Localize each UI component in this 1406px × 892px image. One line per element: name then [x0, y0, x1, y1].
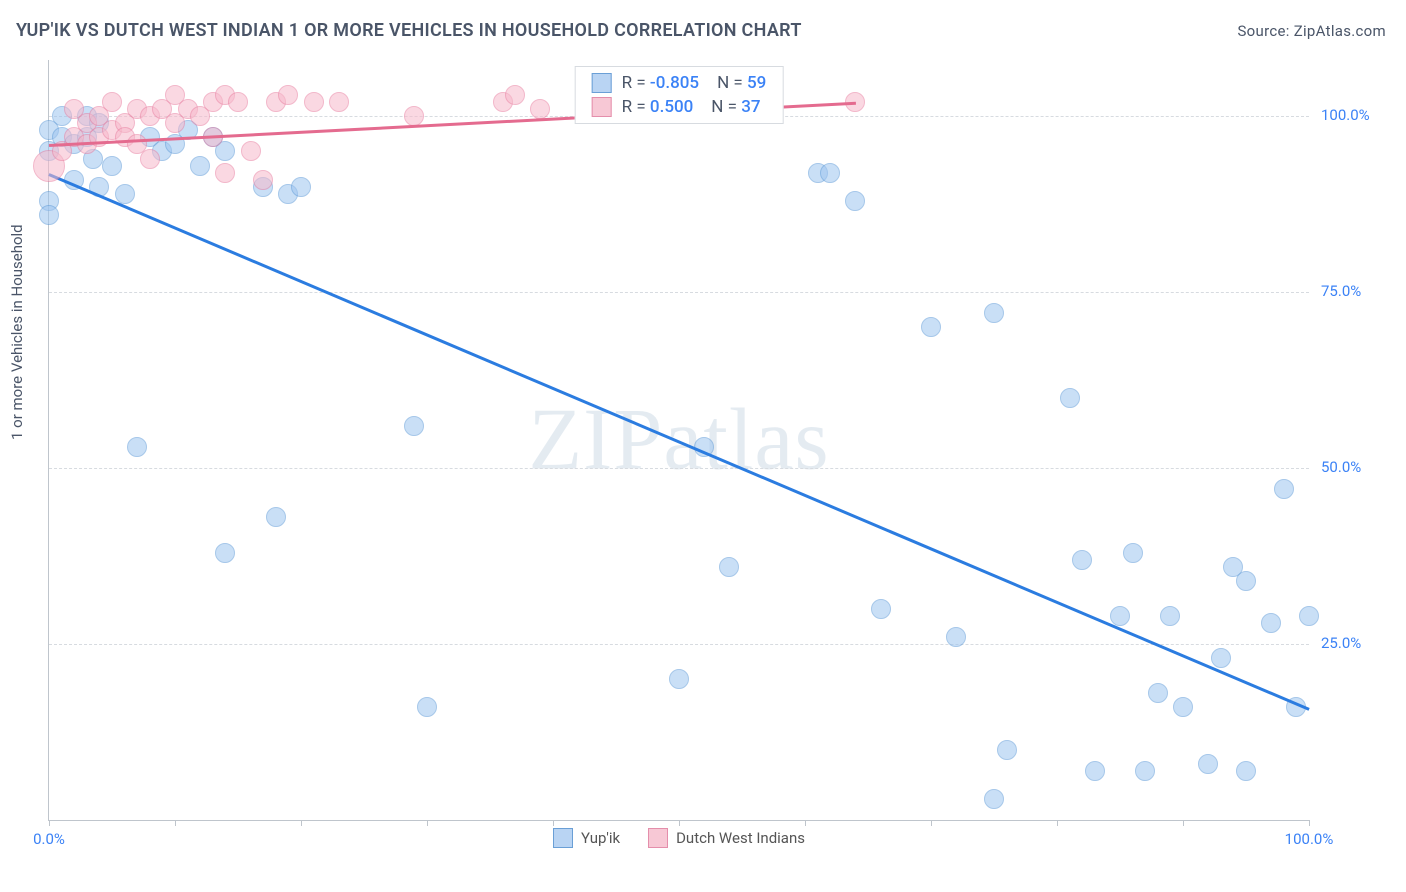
scatter-point	[1123, 543, 1143, 563]
legend-series-name: Dutch West Indians	[676, 829, 805, 847]
chart-source: Source: ZipAtlas.com	[1237, 22, 1386, 40]
scatter-point	[39, 205, 59, 225]
scatter-point	[278, 85, 298, 105]
x-tick-label: 100.0%	[1285, 830, 1334, 848]
scatter-point	[304, 92, 324, 112]
grid-line	[49, 644, 1309, 645]
scatter-point	[719, 557, 739, 577]
scatter-point	[102, 92, 122, 112]
legend-series-item: Yup'ik	[553, 828, 620, 848]
x-tick	[1309, 820, 1310, 826]
legend-series: Yup'ik Dutch West Indians	[553, 828, 805, 848]
scatter-point	[1060, 388, 1080, 408]
x-tick	[427, 820, 428, 826]
scatter-point	[1198, 754, 1218, 774]
scatter-point	[1160, 606, 1180, 626]
y-tick-label: 100.0%	[1321, 106, 1370, 124]
scatter-point	[140, 149, 160, 169]
scatter-point	[1261, 613, 1281, 633]
chart-container: YUP'IK VS DUTCH WEST INDIAN 1 OR MORE VE…	[0, 0, 1406, 892]
scatter-point	[1085, 761, 1105, 781]
legend-row: R = 0.500N = 37	[592, 97, 767, 117]
title-row: YUP'IK VS DUTCH WEST INDIAN 1 OR MORE VE…	[16, 20, 1386, 41]
legend-swatch	[648, 828, 668, 848]
scatter-point	[1299, 606, 1319, 626]
scatter-point	[871, 599, 891, 619]
chart-title: YUP'IK VS DUTCH WEST INDIAN 1 OR MORE VE…	[16, 20, 802, 41]
scatter-point	[1148, 683, 1168, 703]
scatter-point	[820, 163, 840, 183]
scatter-point	[228, 92, 248, 112]
grid-line	[49, 468, 1309, 469]
scatter-point	[1110, 606, 1130, 626]
x-tick	[49, 820, 50, 826]
legend-series-name: Yup'ik	[581, 829, 620, 847]
scatter-point	[1135, 761, 1155, 781]
x-tick-label: 0.0%	[33, 830, 65, 848]
legend-swatch	[592, 73, 612, 93]
x-tick	[679, 820, 680, 826]
scatter-point	[102, 156, 122, 176]
scatter-point	[1173, 697, 1193, 717]
scatter-point	[417, 697, 437, 717]
x-tick	[553, 820, 554, 826]
trend-line	[49, 173, 1310, 710]
scatter-point	[1211, 648, 1231, 668]
scatter-point	[984, 303, 1004, 323]
scatter-point	[291, 177, 311, 197]
scatter-point	[997, 740, 1017, 760]
x-tick	[1057, 820, 1058, 826]
legend-text: R = -0.805N = 59	[622, 73, 767, 93]
scatter-point	[266, 507, 286, 527]
scatter-point	[1236, 571, 1256, 591]
x-tick	[301, 820, 302, 826]
x-tick	[1183, 820, 1184, 826]
legend-text: R = 0.500N = 37	[622, 97, 761, 117]
scatter-point	[530, 99, 550, 119]
scatter-point	[921, 317, 941, 337]
scatter-point	[984, 789, 1004, 809]
x-tick	[175, 820, 176, 826]
scatter-point	[845, 191, 865, 211]
scatter-point	[404, 416, 424, 436]
plot-area: ZIPatlas 25.0%50.0%75.0%100.0%0.0%100.0%…	[48, 60, 1309, 821]
scatter-point	[215, 543, 235, 563]
scatter-point	[115, 184, 135, 204]
scatter-point	[404, 106, 424, 126]
scatter-point	[1236, 761, 1256, 781]
scatter-point	[1072, 550, 1092, 570]
scatter-point	[253, 170, 273, 190]
scatter-point	[946, 627, 966, 647]
scatter-point	[215, 163, 235, 183]
legend-swatch	[592, 97, 612, 117]
scatter-point	[505, 85, 525, 105]
scatter-point	[1274, 479, 1294, 499]
legend-swatch	[553, 828, 573, 848]
scatter-point	[190, 156, 210, 176]
scatter-point	[329, 92, 349, 112]
y-tick-label: 50.0%	[1321, 458, 1361, 476]
scatter-point	[669, 669, 689, 689]
legend-correlation: R = -0.805N = 59 R = 0.500N = 37	[575, 66, 784, 124]
scatter-point	[127, 437, 147, 457]
x-tick	[805, 820, 806, 826]
legend-row: R = -0.805N = 59	[592, 73, 767, 93]
grid-line	[49, 292, 1309, 293]
x-tick	[931, 820, 932, 826]
legend-series-item: Dutch West Indians	[648, 828, 805, 848]
y-tick-label: 75.0%	[1321, 282, 1361, 300]
y-axis-label: 1 or more Vehicles in Household	[8, 224, 26, 440]
scatter-point	[241, 141, 261, 161]
y-tick-label: 25.0%	[1321, 634, 1361, 652]
